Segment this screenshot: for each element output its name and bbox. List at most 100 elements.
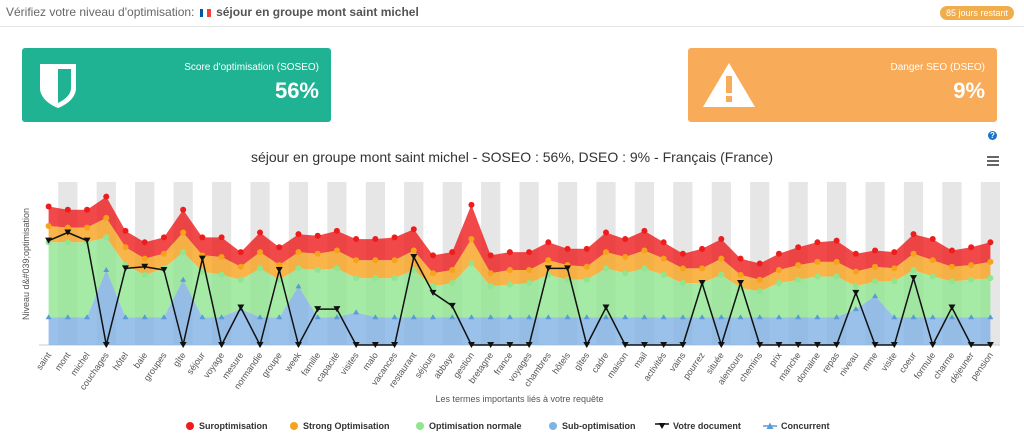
point-sub-optimisation xyxy=(948,314,955,320)
legend-item-concurrent[interactable]: Concurrent xyxy=(763,421,830,431)
x-axis-title: Les termes importants liés à votre requê… xyxy=(435,394,603,404)
point-votre-document xyxy=(583,342,591,348)
point-strong-optimisation xyxy=(660,255,667,262)
point-optimisation-normale xyxy=(372,275,379,282)
chart-legend: Suroptimisation Strong Optimisation Opti… xyxy=(0,421,1024,437)
point-strong-optimisation xyxy=(987,258,994,265)
point-sub-optimisation xyxy=(987,314,994,320)
point-strong-optimisation xyxy=(180,229,187,236)
x-tick-label: visites xyxy=(338,350,361,377)
point-sub-optimisation xyxy=(564,314,571,320)
point-optimisation-normale xyxy=(872,278,879,285)
point-optimisation-normale xyxy=(795,276,802,283)
point-sub-optimisation xyxy=(353,309,360,315)
help-icon[interactable]: ? xyxy=(988,131,997,140)
point-votre-document xyxy=(121,265,129,272)
point-optimisation-normale xyxy=(641,265,648,272)
point-suroptimisation xyxy=(641,227,648,234)
point-votre-document xyxy=(698,280,706,287)
point-strong-optimisation xyxy=(314,250,321,257)
point-strong-optimisation xyxy=(430,270,437,277)
legend-item-sub[interactable]: Sub-optimisation xyxy=(549,421,636,431)
point-strong-optimisation xyxy=(333,247,340,254)
point-votre-document xyxy=(198,255,206,262)
legend-item-strong[interactable]: Strong Optimisation xyxy=(290,421,390,431)
point-suroptimisation xyxy=(910,231,917,238)
point-optimisation-normale xyxy=(449,280,456,287)
point-optimisation-normale xyxy=(602,265,609,272)
point-suroptimisation xyxy=(679,250,686,257)
point-sub-optimisation xyxy=(814,314,821,320)
point-optimisation-normale xyxy=(814,273,821,280)
point-suroptimisation xyxy=(180,206,187,213)
point-votre-document xyxy=(544,265,552,272)
point-votre-document xyxy=(256,342,264,348)
area-optimisation-normale xyxy=(48,237,991,318)
point-suroptimisation xyxy=(699,245,706,252)
point-suroptimisation xyxy=(449,249,456,256)
point-sub-optimisation xyxy=(583,314,590,320)
point-votre-document xyxy=(910,275,918,282)
point-suroptimisation xyxy=(314,232,321,239)
point-sub-optimisation xyxy=(45,314,52,320)
point-votre-document xyxy=(929,342,937,348)
point-suroptimisation xyxy=(968,244,975,251)
legend-item-normale[interactable]: Optimisation normale xyxy=(416,421,522,431)
point-sub-optimisation xyxy=(218,314,225,320)
point-sub-optimisation xyxy=(968,314,975,320)
point-suroptimisation xyxy=(160,234,167,241)
area-suroptimisation xyxy=(48,196,991,280)
point-strong-optimisation xyxy=(487,270,494,277)
point-votre-document xyxy=(813,342,821,348)
point-strong-optimisation xyxy=(718,255,725,262)
point-votre-document xyxy=(218,342,226,348)
point-suroptimisation xyxy=(718,236,725,243)
point-votre-document xyxy=(833,342,841,348)
point-strong-optimisation xyxy=(372,257,379,264)
point-votre-document xyxy=(756,342,764,348)
point-suroptimisation xyxy=(141,239,148,246)
point-suroptimisation xyxy=(775,250,782,257)
point-sub-optimisation xyxy=(314,314,321,320)
legend-item-document[interactable]: Votre document xyxy=(655,421,741,431)
point-suroptimisation xyxy=(410,226,417,233)
point-suroptimisation xyxy=(122,227,129,234)
point-optimisation-normale xyxy=(718,271,725,278)
legend-item-suroptimisation[interactable]: Suroptimisation xyxy=(186,421,268,431)
point-votre-document xyxy=(333,306,341,313)
point-optimisation-normale xyxy=(622,270,629,277)
days-remaining-badge: 85 jours restant xyxy=(939,6,1014,20)
point-sub-optimisation xyxy=(679,314,686,320)
point-votre-document xyxy=(737,280,745,287)
x-tick-label: niveau xyxy=(837,350,860,377)
title-label: Vérifiez votre niveau d'optimisation: xyxy=(6,5,195,19)
soseo-label: Score d'optimisation (SOSEO) xyxy=(184,62,319,73)
point-suroptimisation xyxy=(929,236,936,243)
point-votre-document xyxy=(64,229,72,236)
point-votre-document xyxy=(314,306,322,313)
point-strong-optimisation xyxy=(699,265,706,272)
point-optimisation-normale xyxy=(948,278,955,285)
point-suroptimisation xyxy=(660,239,667,246)
x-tick-label: hôtels xyxy=(550,350,572,376)
point-optimisation-normale xyxy=(103,234,110,241)
france-flag-icon xyxy=(199,6,211,17)
point-strong-optimisation xyxy=(968,262,975,269)
point-sub-optimisation xyxy=(852,306,859,312)
point-votre-document xyxy=(83,237,91,244)
chart-menu-icon[interactable] xyxy=(987,156,999,168)
point-sub-optimisation xyxy=(737,314,744,320)
top-bar: Vérifiez votre niveau d'optimisation: sé… xyxy=(0,0,1024,27)
point-strong-optimisation xyxy=(506,267,513,274)
point-strong-optimisation xyxy=(583,263,590,270)
point-sub-optimisation xyxy=(468,314,475,320)
point-strong-optimisation xyxy=(833,258,840,265)
point-strong-optimisation xyxy=(929,257,936,264)
point-votre-document xyxy=(640,342,648,348)
point-suroptimisation xyxy=(45,203,52,210)
point-suroptimisation xyxy=(103,193,110,200)
point-suroptimisation xyxy=(218,234,225,241)
point-sub-optimisation xyxy=(333,314,340,320)
point-sub-optimisation xyxy=(718,314,725,320)
dseo-label: Danger SEO (DSEO) xyxy=(890,62,985,73)
